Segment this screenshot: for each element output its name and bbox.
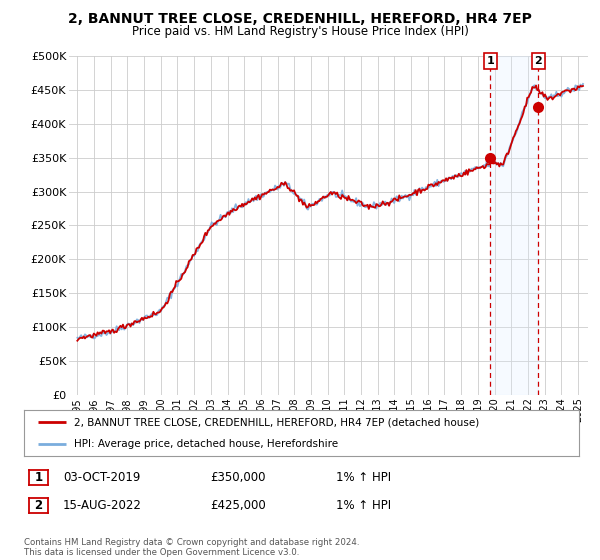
- Text: £425,000: £425,000: [210, 498, 266, 512]
- Text: 1% ↑ HPI: 1% ↑ HPI: [336, 498, 391, 512]
- Text: 1% ↑ HPI: 1% ↑ HPI: [336, 470, 391, 484]
- Text: 1: 1: [34, 471, 43, 484]
- Text: 15-AUG-2022: 15-AUG-2022: [63, 498, 142, 512]
- Text: Contains HM Land Registry data © Crown copyright and database right 2024.
This d: Contains HM Land Registry data © Crown c…: [24, 538, 359, 557]
- Text: 2: 2: [34, 499, 43, 512]
- Text: 2, BANNUT TREE CLOSE, CREDENHILL, HEREFORD, HR4 7EP: 2, BANNUT TREE CLOSE, CREDENHILL, HEREFO…: [68, 12, 532, 26]
- Bar: [490, 56, 538, 395]
- Text: Price paid vs. HM Land Registry's House Price Index (HPI): Price paid vs. HM Land Registry's House …: [131, 25, 469, 38]
- Text: 03-OCT-2019: 03-OCT-2019: [63, 470, 140, 484]
- Text: 1: 1: [487, 56, 494, 66]
- Text: 2: 2: [535, 56, 542, 66]
- Text: £350,000: £350,000: [210, 470, 265, 484]
- Text: HPI: Average price, detached house, Herefordshire: HPI: Average price, detached house, Here…: [74, 439, 338, 449]
- Text: 2, BANNUT TREE CLOSE, CREDENHILL, HEREFORD, HR4 7EP (detached house): 2, BANNUT TREE CLOSE, CREDENHILL, HEREFO…: [74, 417, 479, 427]
